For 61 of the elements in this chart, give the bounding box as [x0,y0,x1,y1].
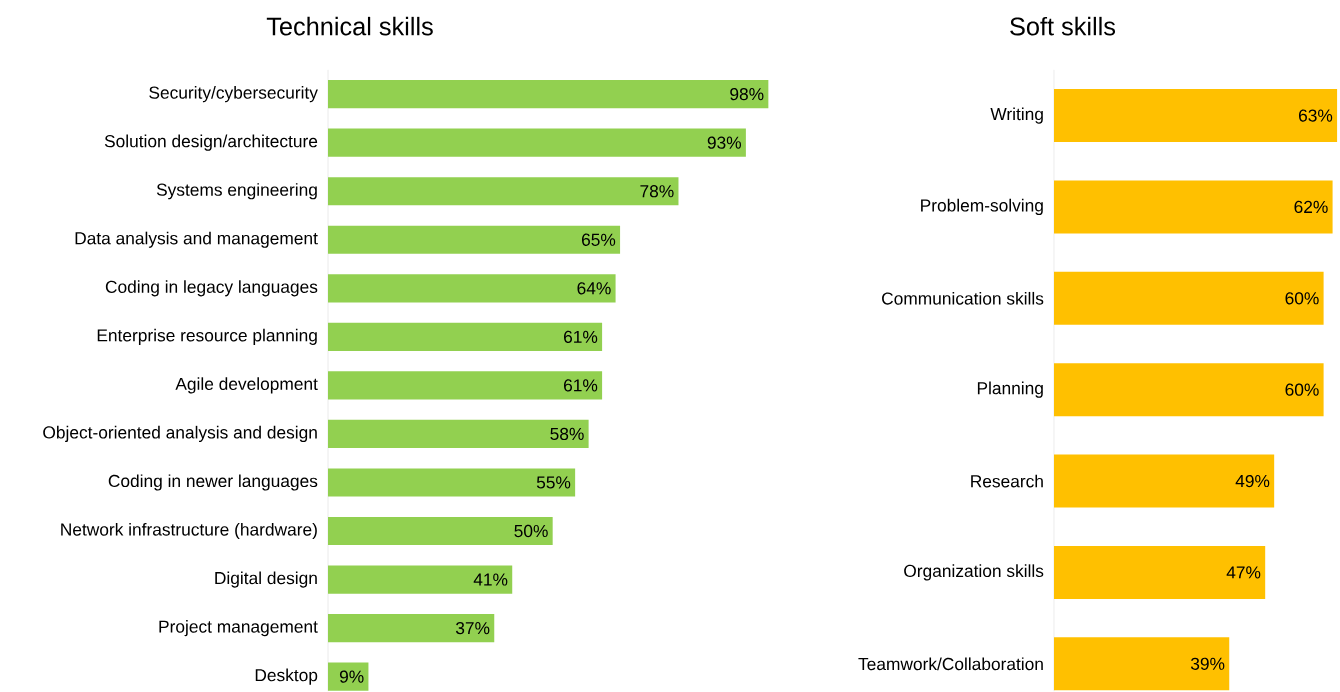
y-tick-label: Desktop [255,668,318,685]
y-tick-label: Network infrastructure (hardware) [61,522,317,540]
y-tick-label: Problem-solving [921,198,1043,215]
bar [1054,180,1333,234]
data-label: 64% [577,282,611,295]
bar [328,225,621,254]
data-label: 55% [536,476,571,489]
data-label: 41% [473,573,508,586]
data-label: 62% [1294,200,1328,214]
bar [328,371,603,400]
data-label: 47% [1226,566,1261,579]
data-label: 93% [707,136,742,149]
y-tick-label: Research [971,474,1043,488]
bar [1054,89,1338,143]
bar [328,468,576,497]
bar [328,565,513,594]
data-label: 60% [1285,292,1319,305]
y-tick-label: Organization skills [904,564,1044,581]
data-label: 39% [1190,657,1225,670]
bar [328,128,746,157]
data-label: 58% [550,427,584,441]
bar [328,274,616,303]
y-tick-label: Communication skills [882,291,1044,305]
y-tick-label: Project management [159,620,318,637]
chart-title: Soft skills [1010,16,1116,36]
data-label: 78% [640,185,674,198]
y-tick-label: Security/cybersecurity [149,86,318,103]
y-tick-label: Coding in legacy languages [105,280,318,297]
y-tick-label: Digital design [215,571,317,588]
data-label: 50% [514,524,548,538]
y-tick-label: Solution design/architecture [104,134,318,151]
data-label: 37% [455,621,490,635]
bar [328,80,769,109]
y-tick-label: Object-oriented analysis and design [43,425,317,442]
bar [1054,637,1230,691]
bar [328,614,495,643]
data-label: 60% [1285,383,1319,396]
y-tick-label: Teamwork/Collaboration [858,657,1043,671]
data-label: 49% [1235,474,1270,488]
y-tick-label: Enterprise resource planning [97,328,317,345]
bar [1054,454,1275,508]
bar [1054,545,1266,599]
data-label: 9% [339,670,364,683]
bar [1054,271,1324,325]
bar [328,419,589,448]
y-tick-label: Coding in newer languages [108,474,318,491]
bar [1054,363,1324,417]
data-label: 65% [581,233,616,246]
bar [328,177,679,206]
chart-title: Technical skills [266,16,433,36]
data-label: 98% [730,88,764,101]
y-tick-label: Systems engineering [156,183,317,200]
data-label: 61% [564,330,598,343]
data-label: 61% [564,379,598,392]
y-tick-label: Writing [990,107,1043,124]
bar [328,322,603,351]
data-label: 63% [1299,109,1333,122]
y-tick-label: Planning [977,381,1043,398]
y-tick-label: Data analysis and management [75,231,318,248]
bar [328,516,553,546]
y-tick-label: Agile development [175,377,318,394]
